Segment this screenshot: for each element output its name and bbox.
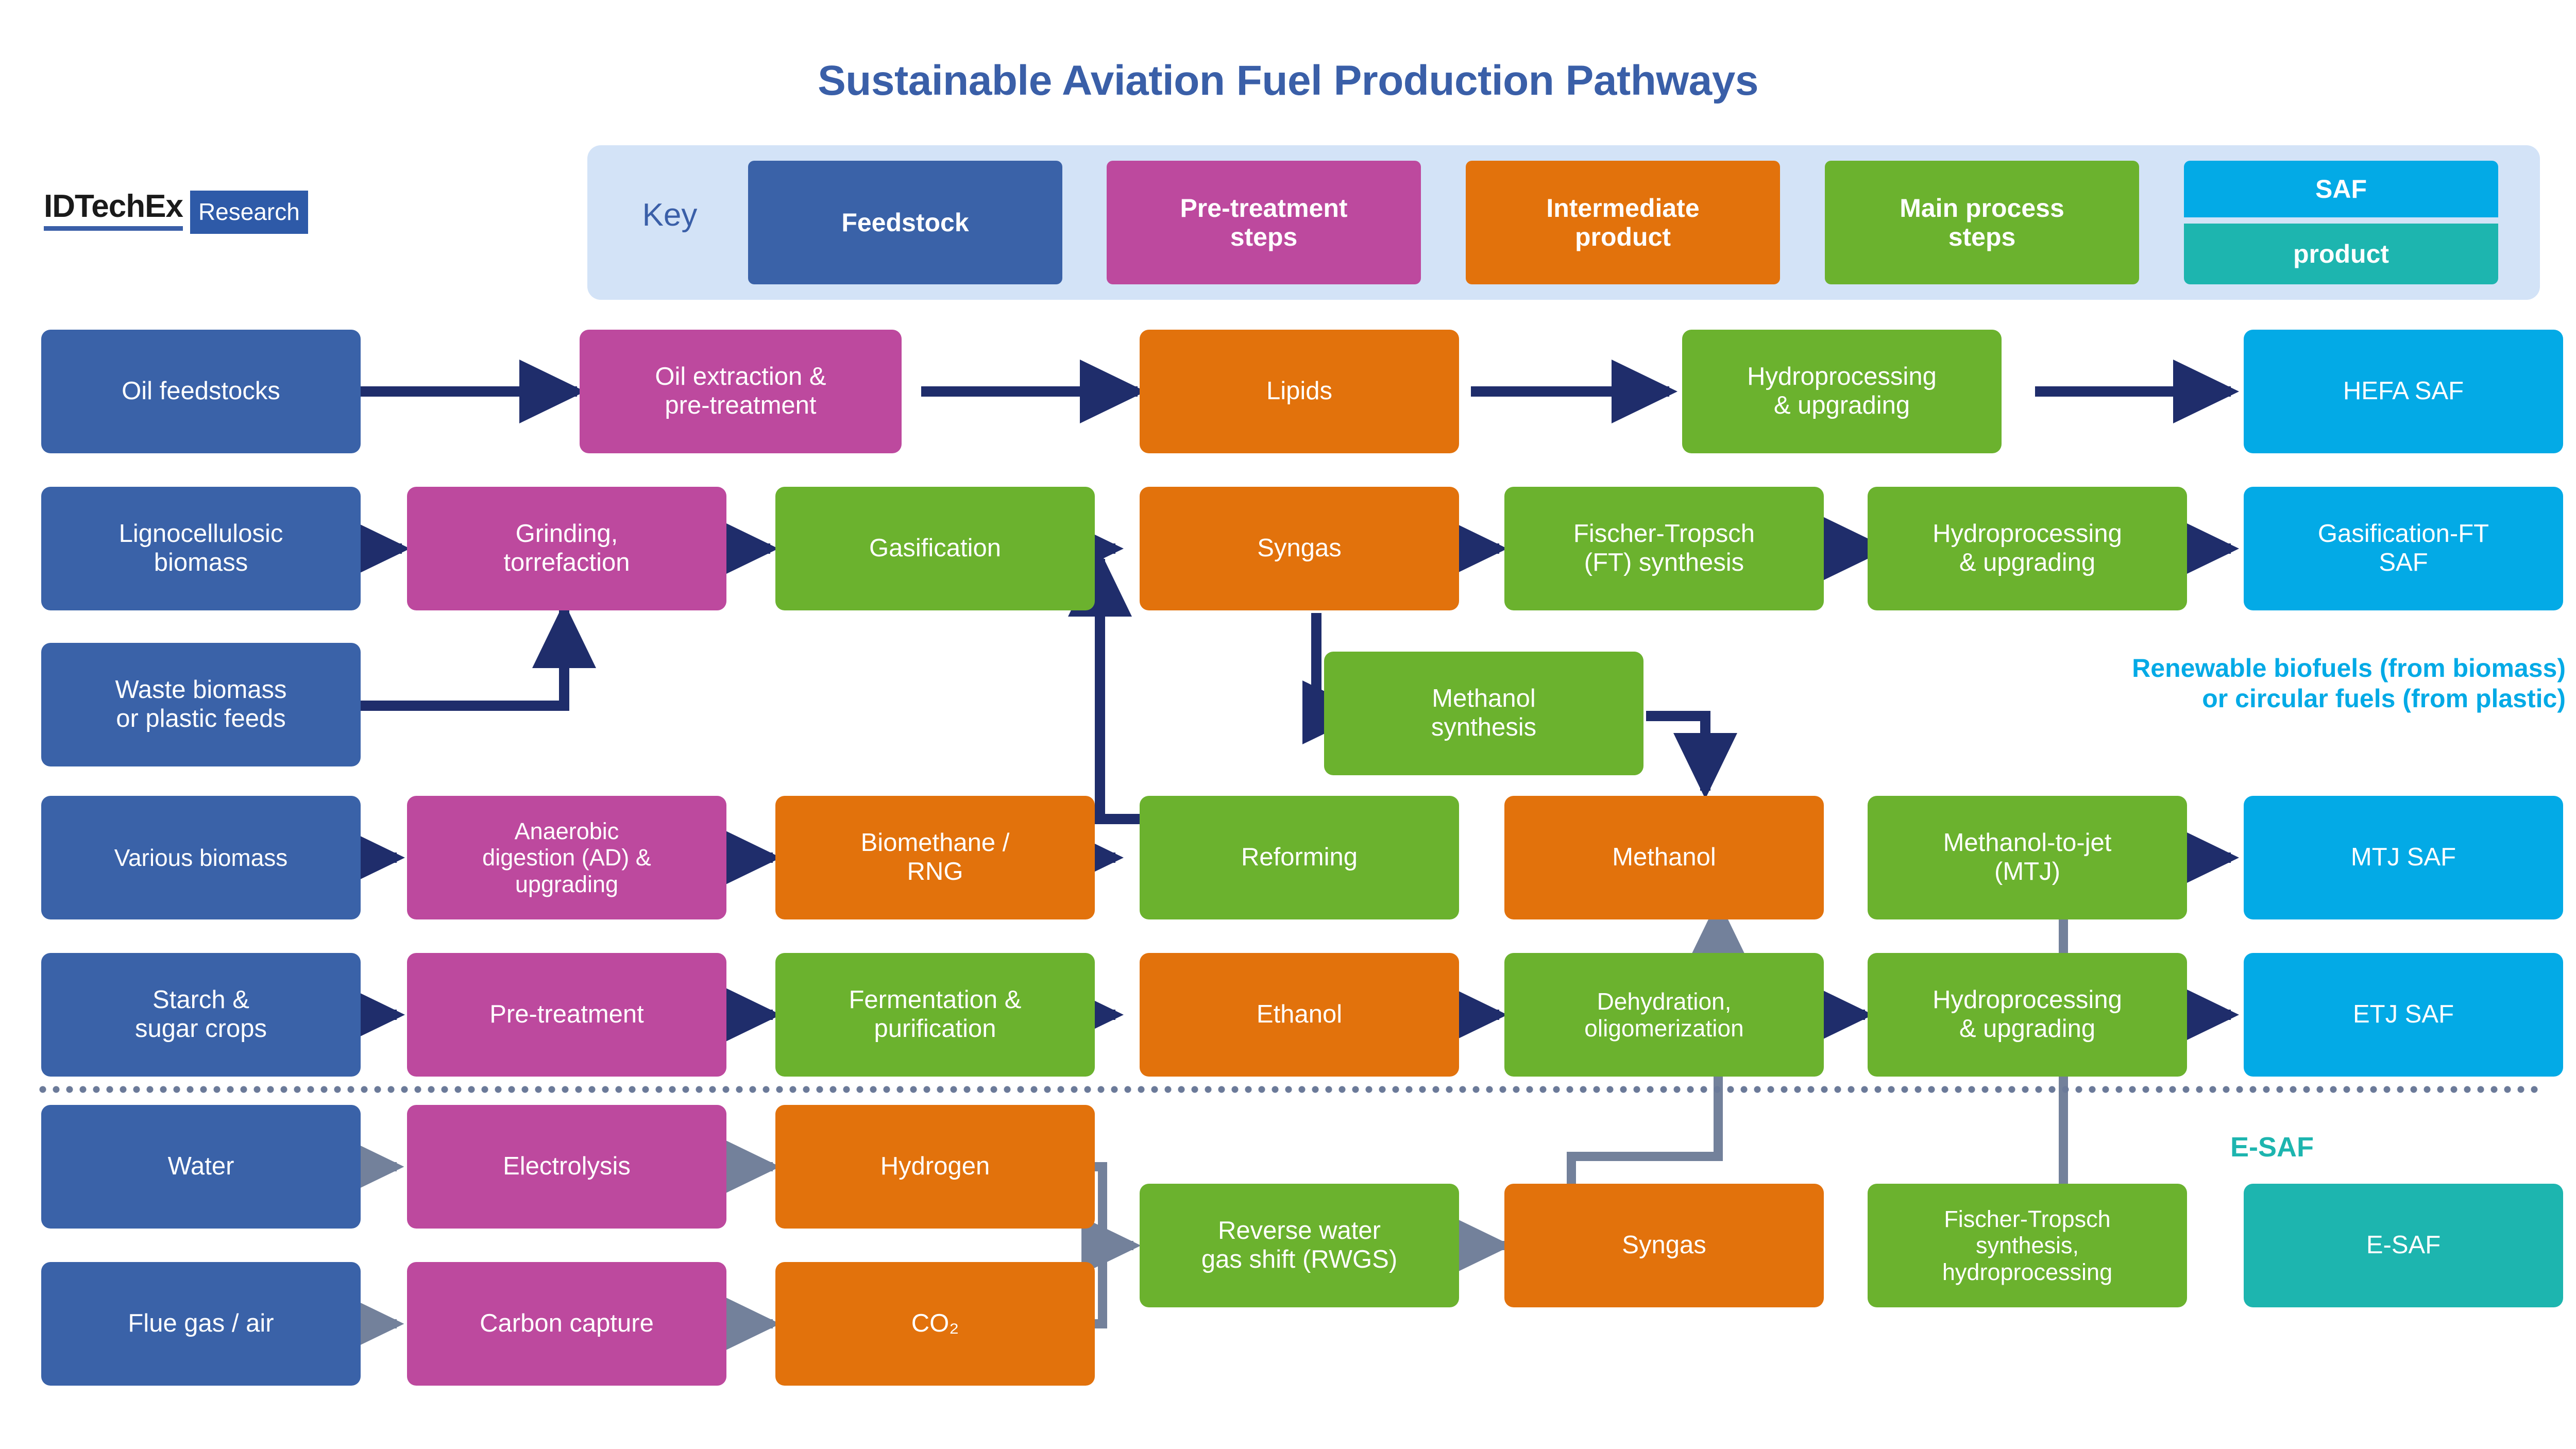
node-fermentation-purification-label: Fermentation & purification bbox=[849, 986, 1022, 1043]
legend-item-saf-bottom: product bbox=[2184, 224, 2498, 284]
legend-item-main-process-label2: steps bbox=[1948, 223, 2016, 251]
node-lignocellulosic-biomass-label: Lignocellulosic biomass bbox=[118, 520, 283, 576]
legend-item-main-process-label: Main process bbox=[1900, 194, 2064, 223]
node-gasification-ft-saf[interactable]: Gasification-FT SAF bbox=[2244, 487, 2563, 610]
node-oil-extraction-label: Oil extraction & pre-treatment bbox=[655, 363, 826, 419]
node-hydroprocessing-etj[interactable]: Hydroprocessing & upgrading bbox=[1868, 953, 2187, 1077]
legend-item-feedstock: Feedstock bbox=[748, 161, 1062, 284]
node-hydroprocessing-hefa-label: Hydroprocessing & upgrading bbox=[1747, 363, 1937, 419]
section-divider bbox=[36, 1086, 2540, 1093]
node-hefa-saf[interactable]: HEFA SAF bbox=[2244, 330, 2563, 453]
node-methanol-to-jet[interactable]: Methanol-to-jet (MTJ) bbox=[1868, 796, 2187, 919]
node-anaerobic-digestion[interactable]: Anaerobic digestion (AD) & upgrading bbox=[407, 796, 726, 919]
node-flue-gas-air[interactable]: Flue gas / air bbox=[41, 1262, 361, 1386]
node-rwgs[interactable]: Reverse water gas shift (RWGS) bbox=[1140, 1184, 1459, 1307]
node-pre-treatment[interactable]: Pre-treatment bbox=[407, 953, 726, 1077]
node-hydroprocessing-etj-label: Hydroprocessing & upgrading bbox=[1933, 986, 2122, 1043]
node-grinding-torrefaction[interactable]: Grinding, torrefaction bbox=[407, 487, 726, 610]
node-methanol-to-jet-label: Methanol-to-jet (MTJ) bbox=[1943, 829, 2112, 885]
annotation-esaf: E-SAF bbox=[2230, 1132, 2314, 1163]
node-lipids[interactable]: Lipids bbox=[1140, 330, 1459, 453]
logo-wordmark: IDTechEx bbox=[44, 191, 190, 234]
legend-item-intermediate-label: Intermediate bbox=[1546, 194, 1700, 223]
legend-item-saf-separator bbox=[2184, 217, 2498, 224]
node-methanol[interactable]: Methanol bbox=[1504, 796, 1824, 919]
legend-item-saf-top: SAF bbox=[2184, 161, 2498, 217]
legend-item-feedstock-label: Feedstock bbox=[841, 208, 969, 237]
annotation-renewable-biofuels: Renewable biofuels (from biomass) or cir… bbox=[1710, 653, 2566, 714]
node-anaerobic-digestion-label: Anaerobic digestion (AD) & upgrading bbox=[482, 818, 651, 897]
page-title: Sustainable Aviation Fuel Production Pat… bbox=[818, 57, 1758, 104]
node-various-biomass[interactable]: Various biomass bbox=[41, 796, 361, 919]
node-fermentation-purification[interactable]: Fermentation & purification bbox=[775, 953, 1095, 1077]
node-starch-sugar-crops[interactable]: Starch & sugar crops bbox=[41, 953, 361, 1077]
node-hydrogen[interactable]: Hydrogen bbox=[775, 1105, 1095, 1229]
node-electrolysis[interactable]: Electrolysis bbox=[407, 1105, 726, 1229]
node-methanol-synthesis[interactable]: Methanol synthesis bbox=[1324, 652, 1643, 775]
node-dehydration-oligomerization-label: Dehydration, oligomerization bbox=[1584, 987, 1744, 1042]
legend-item-saf-product: SAF product bbox=[2184, 161, 2498, 284]
node-ft-synthesis-hydroprocessing[interactable]: Fischer-Tropsch synthesis, hydroprocessing bbox=[1868, 1184, 2187, 1307]
logo-research-badge: Research bbox=[190, 191, 308, 234]
idtechex-logo: IDTechEx Research bbox=[44, 191, 308, 234]
legend-item-main-process: Main process steps bbox=[1825, 161, 2139, 284]
node-ft-synthesis[interactable]: Fischer-Tropsch (FT) synthesis bbox=[1504, 487, 1824, 610]
node-hydroprocessing-hefa[interactable]: Hydroprocessing & upgrading bbox=[1682, 330, 2002, 453]
legend-item-intermediate-label2: product bbox=[1574, 223, 1671, 251]
annotation-renewable-biofuels-line1: Renewable biofuels (from biomass) bbox=[2132, 654, 2566, 683]
node-waste-biomass-label: Waste biomass or plastic feeds bbox=[115, 676, 287, 732]
legend-item-saf-label: SAF bbox=[2315, 175, 2367, 203]
node-gasification[interactable]: Gasification bbox=[775, 487, 1095, 610]
node-water[interactable]: Water bbox=[41, 1105, 361, 1229]
node-hydroprocessing-ft-label: Hydroprocessing & upgrading bbox=[1933, 520, 2122, 576]
node-carbon-capture[interactable]: Carbon capture bbox=[407, 1262, 726, 1386]
logo-underline bbox=[44, 226, 183, 231]
node-mtj-saf[interactable]: MTJ SAF bbox=[2244, 796, 2563, 919]
node-e-saf[interactable]: E-SAF bbox=[2244, 1184, 2563, 1307]
annotation-renewable-biofuels-line2: or circular fuels (from plastic) bbox=[2202, 684, 2566, 713]
node-oil-feedstocks[interactable]: Oil feedstocks bbox=[41, 330, 361, 453]
node-ft-synthesis-label: Fischer-Tropsch (FT) synthesis bbox=[1573, 520, 1755, 576]
node-ft-synthesis-hydroprocessing-label: Fischer-Tropsch synthesis, hydroprocessing bbox=[1942, 1206, 2113, 1285]
node-waste-biomass[interactable]: Waste biomass or plastic feeds bbox=[41, 643, 361, 766]
node-dehydration-oligomerization[interactable]: Dehydration, oligomerization bbox=[1504, 953, 1824, 1077]
node-rwgs-label: Reverse water gas shift (RWGS) bbox=[1201, 1217, 1398, 1273]
node-biomethane-rng-label: Biomethane / RNG bbox=[860, 829, 1010, 885]
legend-item-intermediate: Intermediate product bbox=[1466, 161, 1780, 284]
node-gasification-ft-saf-label: Gasification-FT SAF bbox=[2317, 520, 2489, 576]
legend-item-pre-treatment-label2: steps bbox=[1230, 223, 1298, 251]
logo-word-text: IDTechEx bbox=[44, 189, 183, 224]
node-ethanol[interactable]: Ethanol bbox=[1140, 953, 1459, 1077]
node-oil-extraction[interactable]: Oil extraction & pre-treatment bbox=[580, 330, 902, 453]
node-etj-saf[interactable]: ETJ SAF bbox=[2244, 953, 2563, 1077]
node-biomethane-rng[interactable]: Biomethane / RNG bbox=[775, 796, 1095, 919]
legend-item-pre-treatment: Pre-treatment steps bbox=[1107, 161, 1421, 284]
node-lignocellulosic-biomass[interactable]: Lignocellulosic biomass bbox=[41, 487, 361, 610]
node-grinding-torrefaction-label: Grinding, torrefaction bbox=[503, 520, 630, 576]
node-reforming[interactable]: Reforming bbox=[1140, 796, 1459, 919]
node-syngas-esaf[interactable]: Syngas bbox=[1504, 1184, 1824, 1307]
legend-item-product-label: product bbox=[2293, 240, 2389, 268]
node-co2[interactable]: CO₂ bbox=[775, 1262, 1095, 1386]
node-syngas-biomass[interactable]: Syngas bbox=[1140, 487, 1459, 610]
legend-item-pre-treatment-label: Pre-treatment bbox=[1180, 194, 1348, 223]
node-methanol-synthesis-label: Methanol synthesis bbox=[1431, 685, 1537, 741]
legend-label: Key bbox=[642, 197, 698, 233]
node-starch-sugar-crops-label: Starch & sugar crops bbox=[134, 986, 267, 1043]
node-hydroprocessing-ft[interactable]: Hydroprocessing & upgrading bbox=[1868, 487, 2187, 610]
